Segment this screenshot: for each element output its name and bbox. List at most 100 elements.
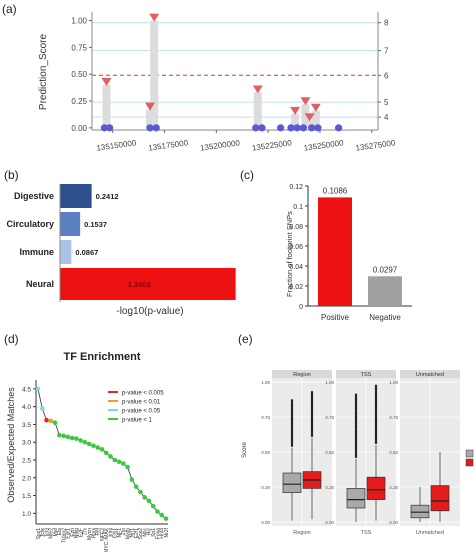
outlier-point xyxy=(374,404,378,408)
outlier-point xyxy=(354,408,358,412)
outlier-point xyxy=(374,433,378,436)
y-tick-label: 0.02 xyxy=(289,284,303,291)
outlier-point xyxy=(290,424,294,427)
y-tick-label: 0.25 xyxy=(389,485,398,490)
bar-positive xyxy=(318,197,352,306)
y-tick-label: 1.00 xyxy=(389,380,398,385)
x-tick-label: Region xyxy=(293,530,310,536)
enrichment-point xyxy=(99,447,105,452)
x-tick-label: 135175000 xyxy=(148,138,189,153)
x-tick-label: Sox2 xyxy=(138,528,144,540)
x-tick-label: Nfic xyxy=(142,528,148,537)
x-tick-label: Rel xyxy=(96,528,102,536)
x-tick-label: 135225000 xyxy=(251,138,292,153)
x-tick-label: Mafb xyxy=(125,528,131,539)
outlier-point xyxy=(354,410,358,413)
prediction-triangle xyxy=(304,113,315,122)
x-tick-label: Ets xyxy=(57,528,63,536)
outlier-point xyxy=(374,419,378,423)
outlier-point xyxy=(354,420,358,423)
enrichment-point xyxy=(133,484,139,489)
chart-e-ylabel: Score xyxy=(242,442,248,458)
box-positive xyxy=(430,485,450,512)
y-tick-label: 0.1 xyxy=(293,204,303,211)
outlier-point xyxy=(374,441,378,445)
outlier-point xyxy=(354,415,358,418)
box-negative xyxy=(410,504,430,519)
x-tick-label: E2F xyxy=(78,528,84,537)
outlier-point xyxy=(290,444,294,447)
legend-label: p-value < 1 xyxy=(122,418,153,424)
x-tick-label: Maf xyxy=(53,527,59,536)
enrichment-point xyxy=(61,433,66,439)
x-tick-label: Tcf3 xyxy=(44,528,50,537)
snp-dot xyxy=(100,124,109,132)
chart-c: 0 0.02 0.04 0.06 0.08 0.1 0.12 0.1086 Positive 0.… xyxy=(285,184,412,322)
category-label: Digestive xyxy=(14,191,54,201)
outlier-point xyxy=(310,404,314,407)
outlier-point xyxy=(354,440,358,443)
outlier-point xyxy=(354,396,358,400)
y-tick-label: 0.00 xyxy=(389,520,398,525)
outlier-point xyxy=(374,401,378,404)
score-bar xyxy=(305,120,314,128)
outlier-point xyxy=(290,420,294,424)
x-tick-label: Nrf1 xyxy=(130,528,136,538)
outlier-point xyxy=(310,406,314,409)
facet-label: Region xyxy=(293,372,310,378)
outlier-point xyxy=(310,412,314,416)
panel-label-b: (b) xyxy=(4,168,19,182)
outlier-point xyxy=(374,440,378,443)
chart-d-ylabel: Observed/Expected Matches xyxy=(6,387,16,503)
outlier-point xyxy=(290,405,294,409)
x-tick-label: Rbpj xyxy=(91,528,97,538)
enrichment-point xyxy=(69,435,75,441)
y-tick-label: 1.00 xyxy=(325,380,334,385)
x-tick-label: TSS xyxy=(361,530,372,536)
outlier-point xyxy=(290,442,294,446)
panel-label-c: (c) xyxy=(240,168,254,182)
enrichment-point xyxy=(112,457,118,463)
outlier-point xyxy=(374,428,378,431)
outlier-point xyxy=(354,438,358,442)
outlier-point xyxy=(354,422,358,425)
y-tick-label: 0.25 xyxy=(261,485,270,490)
enrichment-point xyxy=(142,495,147,500)
y-tick-label: 0.25 xyxy=(325,485,334,490)
x-tick-label: 135275000 xyxy=(355,138,396,153)
x-tick-label: Mycn xyxy=(87,528,93,540)
x-tick-label: Tcfap2 xyxy=(61,528,67,543)
snp-dot xyxy=(146,124,154,132)
outlier-point xyxy=(354,452,358,455)
legend-swatch xyxy=(465,449,474,458)
outlier-point xyxy=(374,421,378,424)
y-tick-label: 0.75 xyxy=(261,415,270,420)
outlier-point xyxy=(354,423,358,427)
data-label: 0.1537 xyxy=(84,220,107,229)
x-tick-label: NFE2 xyxy=(100,528,106,541)
outlier-point xyxy=(374,394,378,398)
outlier-point xyxy=(310,433,314,436)
snp-dot xyxy=(276,124,285,132)
outlier-point xyxy=(374,392,378,396)
outlier-point xyxy=(310,422,314,426)
outlier-point xyxy=(374,386,378,389)
enrichment-point xyxy=(129,477,135,482)
x-tick-label: Positive xyxy=(321,313,350,322)
outlier-point xyxy=(374,391,378,394)
x-tick-label: Foxa xyxy=(155,528,161,539)
outlier-point xyxy=(374,423,378,426)
snp-dot xyxy=(299,124,307,132)
chart-b-xlabel: -log10(p-value) xyxy=(116,306,183,317)
outlier-point xyxy=(354,418,358,422)
prediction-triangle xyxy=(145,102,156,111)
enrichment-point xyxy=(44,417,49,423)
y-tick-label: 1.00 xyxy=(261,380,270,385)
y-tick-label: 0.75 xyxy=(71,43,87,52)
outlier-point xyxy=(374,408,378,411)
chart-d: TF Enrichment Observed/Expected Matches … xyxy=(6,351,170,552)
y-tick-label: 0.75 xyxy=(389,415,398,420)
outlier-point xyxy=(354,433,358,437)
facet-strip xyxy=(400,370,460,378)
outlier-point xyxy=(310,399,314,402)
